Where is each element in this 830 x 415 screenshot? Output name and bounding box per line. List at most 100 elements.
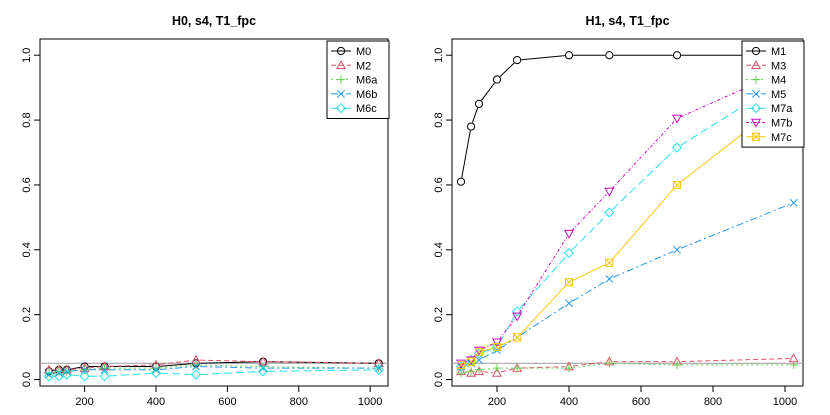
data-point xyxy=(565,299,573,308)
y-tick-label: 0.6 xyxy=(21,177,33,192)
data-point xyxy=(474,347,484,357)
data-point xyxy=(605,359,614,368)
legend: M1 M3 M4 M5 M7a M7b M7c xyxy=(741,40,805,148)
legend-item-M7c: M7c xyxy=(746,132,792,144)
y-tick-label: 0.4 xyxy=(21,242,33,257)
chart-title: H1, s4, T1_fpc xyxy=(585,14,669,28)
legend-item-M6b: M6b xyxy=(331,89,377,101)
plot-frame xyxy=(39,38,389,387)
data-point xyxy=(513,364,522,373)
data-point xyxy=(512,312,523,322)
legend-marker xyxy=(751,132,761,141)
data-point xyxy=(564,278,574,287)
data-point xyxy=(492,342,502,352)
legend-item-M3: M3 xyxy=(746,60,786,72)
chart-title: H0, s4, T1_fpc xyxy=(172,14,256,28)
data-point xyxy=(466,367,477,377)
legend-marker xyxy=(750,118,762,128)
data-point xyxy=(513,333,522,342)
data-point xyxy=(79,371,90,382)
data-point xyxy=(492,75,502,84)
data-point xyxy=(563,247,575,259)
data-point xyxy=(491,367,503,377)
x-tick-label: 600 xyxy=(218,396,236,408)
legend-marker xyxy=(751,75,761,84)
series-M4 xyxy=(456,359,798,378)
legend-marker xyxy=(335,60,347,69)
y-tick-label: 1.0 xyxy=(433,48,445,63)
data-point xyxy=(374,364,383,373)
data-point xyxy=(455,359,467,369)
data-point xyxy=(475,356,483,365)
data-point xyxy=(512,306,523,317)
data-point xyxy=(44,370,53,379)
data-point xyxy=(373,364,384,375)
data-point xyxy=(491,341,503,353)
legend-marker xyxy=(750,103,762,114)
data-point xyxy=(191,360,201,370)
y-tick-label: 0.0 xyxy=(433,372,445,387)
data-point xyxy=(190,369,202,380)
data-point xyxy=(672,180,682,190)
series-line xyxy=(52,366,375,375)
data-point xyxy=(456,360,466,370)
legend-label: M1 xyxy=(771,46,786,58)
legend-item-M7a: M7a xyxy=(746,103,793,115)
data-point xyxy=(672,51,682,60)
data-point xyxy=(513,55,522,65)
data-point xyxy=(62,367,71,376)
data-point xyxy=(473,346,485,356)
x-tick-label: 1000 xyxy=(358,396,382,408)
legend-label: M5 xyxy=(771,89,786,101)
legend-label: M7c xyxy=(771,132,792,144)
legend-item-M0: M0 xyxy=(331,46,371,58)
data-point xyxy=(100,365,109,374)
y-tick-label: 0.4 xyxy=(433,242,445,257)
x-tick-label: 600 xyxy=(632,396,650,408)
data-point xyxy=(257,366,269,377)
legend-label: M6b xyxy=(356,89,377,101)
data-point xyxy=(491,338,503,348)
legend-item-M2: M2 xyxy=(331,60,371,72)
x-tick-label: 400 xyxy=(560,396,578,408)
data-point xyxy=(259,364,268,373)
legend-item-M6c: M6c xyxy=(331,103,377,115)
data-point xyxy=(671,114,683,124)
data-point xyxy=(456,177,466,186)
legend-marker xyxy=(752,89,760,98)
data-point xyxy=(100,364,109,373)
data-point xyxy=(473,366,485,376)
legend-label: M6a xyxy=(356,75,378,87)
data-point xyxy=(99,371,110,382)
data-point xyxy=(605,258,614,267)
data-point xyxy=(604,207,615,218)
series-M7c xyxy=(456,90,798,370)
legend-item-M5: M5 xyxy=(746,89,786,101)
legend-label: M7b xyxy=(771,118,792,130)
series-line xyxy=(464,76,791,365)
legend-marker xyxy=(336,46,346,56)
data-point xyxy=(61,369,72,380)
legend-label: M2 xyxy=(356,60,371,72)
data-point xyxy=(672,360,682,370)
y-tick-label: 0.2 xyxy=(21,307,33,322)
series-M6c xyxy=(43,364,384,382)
data-point xyxy=(492,364,502,373)
data-point xyxy=(455,361,467,372)
data-point xyxy=(788,353,799,363)
legend: M0 M2 M6a M6b M6c xyxy=(326,40,390,119)
series-M6b xyxy=(44,362,383,379)
series-line xyxy=(52,361,375,372)
series-M0 xyxy=(44,357,383,376)
data-point xyxy=(152,365,160,374)
data-point xyxy=(789,360,798,370)
data-point xyxy=(563,229,575,239)
data-point xyxy=(564,51,574,60)
legend-marker xyxy=(336,75,346,84)
legend-label: M4 xyxy=(771,75,786,87)
data-point xyxy=(466,367,476,376)
data-point xyxy=(192,362,200,371)
data-point xyxy=(605,275,614,283)
y-tick-label: 0.8 xyxy=(21,112,33,127)
legend-marker xyxy=(337,89,345,98)
